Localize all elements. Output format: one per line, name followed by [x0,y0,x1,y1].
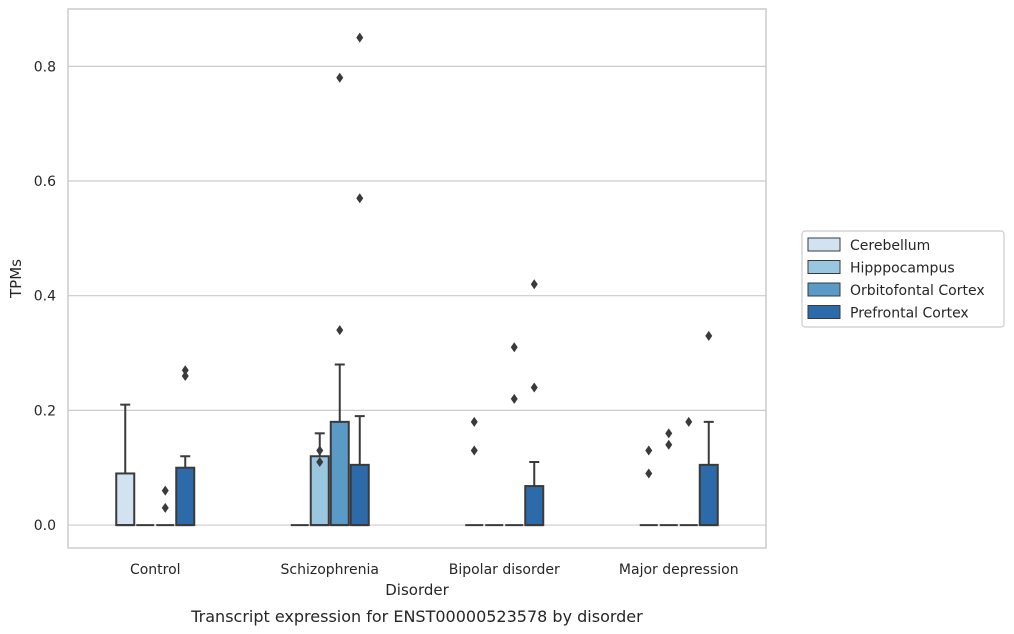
y-tick-label: 0.0 [34,518,56,534]
outlier-point [161,485,169,496]
outlier-point [316,445,324,456]
outlier-point [181,365,189,376]
outlier-point [510,393,518,404]
legend-swatch [807,260,841,274]
box [175,466,196,527]
y-tick-label: 0.2 [34,403,56,419]
box [524,485,545,527]
box [329,420,350,527]
outlier-point [470,416,478,427]
outlier-point [316,456,324,467]
outlier-point [356,32,364,43]
outlier-point [705,330,713,341]
outlier-point [645,468,653,479]
legend-label: Prefrontal Cortex [850,306,969,322]
legend-swatch [807,305,841,319]
outlier-point [665,439,673,450]
outlier-point [530,382,538,393]
legend-box [801,230,1005,328]
outlier-point [181,370,189,381]
y-tick-label: 0.6 [34,174,56,190]
outlier-point [685,416,693,427]
chart-caption: Transcript expression for ENST0000052357… [190,607,643,626]
outlier-point [470,445,478,456]
outlier-point [510,342,518,353]
outlier-point [645,445,653,456]
box [349,463,370,527]
outlier-point [336,72,344,83]
outlier-point [665,428,673,439]
legend-label: Orbitofontal Cortex [850,283,985,299]
legend-label: Cerebellum [850,238,930,254]
x-tick-label: Schizophrenia [281,562,379,578]
x-tick-label: Major depression [619,562,739,578]
legend-label: Hipppocampus [850,261,955,277]
legend-swatch [807,282,841,297]
plot-frame [67,8,767,549]
outlier-point [356,193,364,204]
outlier-point [336,325,344,336]
outlier-point [161,502,169,513]
box [698,463,719,527]
box [115,472,136,527]
y-axis-title: TPMs [7,259,25,299]
legend-swatch [807,237,841,252]
x-tick-label: Control [130,562,181,578]
x-tick-label: Bipolar disorder [449,562,560,578]
plot-area [68,9,766,548]
x-axis-title: Disorder [385,581,449,599]
y-tick-label: 0.4 [34,289,56,305]
outlier-point [530,279,538,290]
y-tick-label: 0.8 [34,59,56,75]
